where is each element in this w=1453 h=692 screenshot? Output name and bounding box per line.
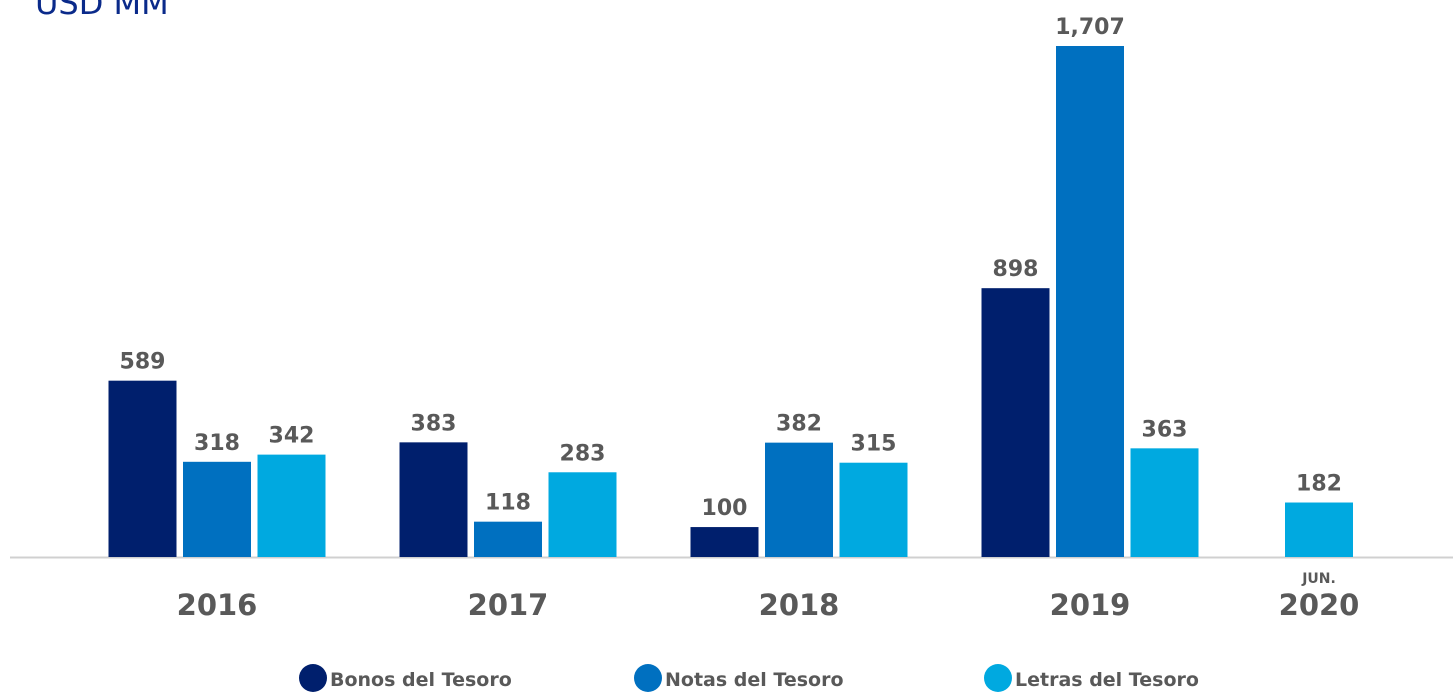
value-label: 1,707 [1055, 15, 1125, 40]
value-label: 342 [269, 424, 315, 449]
legend-label: Letras del Tesoro [1015, 669, 1199, 691]
value-label: 363 [1142, 417, 1188, 442]
bar [257, 454, 326, 557]
value-label: 318 [194, 431, 240, 456]
chart-title: USD MM [35, 0, 169, 22]
legend-swatch [299, 664, 327, 692]
bar [765, 442, 833, 557]
value-label: 182 [1296, 472, 1342, 497]
bar [981, 288, 1050, 557]
value-label: 898 [993, 257, 1039, 282]
x-tick-label: 2017 [468, 588, 549, 622]
value-label: 589 [120, 350, 166, 375]
bar [1130, 448, 1199, 557]
value-label: 118 [485, 491, 531, 516]
bar [1056, 46, 1124, 557]
x-tick-label: 2018 [759, 588, 840, 622]
value-label: 283 [560, 441, 606, 466]
legend-swatch [984, 664, 1012, 692]
value-label: 100 [702, 496, 748, 521]
value-label: 382 [776, 412, 822, 437]
x-tick-label: 2020 [1279, 588, 1360, 622]
bar [548, 472, 617, 557]
value-label: 315 [851, 432, 897, 457]
legend-label: Notas del Tesoro [665, 669, 844, 691]
legend-swatch [634, 664, 662, 692]
bar [1285, 502, 1353, 557]
x-tick-label: 2019 [1050, 588, 1131, 622]
bar [399, 442, 468, 557]
annotation: JUN. [1301, 571, 1336, 587]
value-label: 383 [411, 411, 457, 436]
bar [108, 380, 177, 557]
x-tick-label: 2016 [177, 588, 258, 622]
bar [839, 462, 908, 557]
legend-label: Bonos del Tesoro [330, 669, 512, 691]
bar [474, 521, 542, 557]
bar [183, 461, 251, 557]
bar [690, 527, 759, 557]
